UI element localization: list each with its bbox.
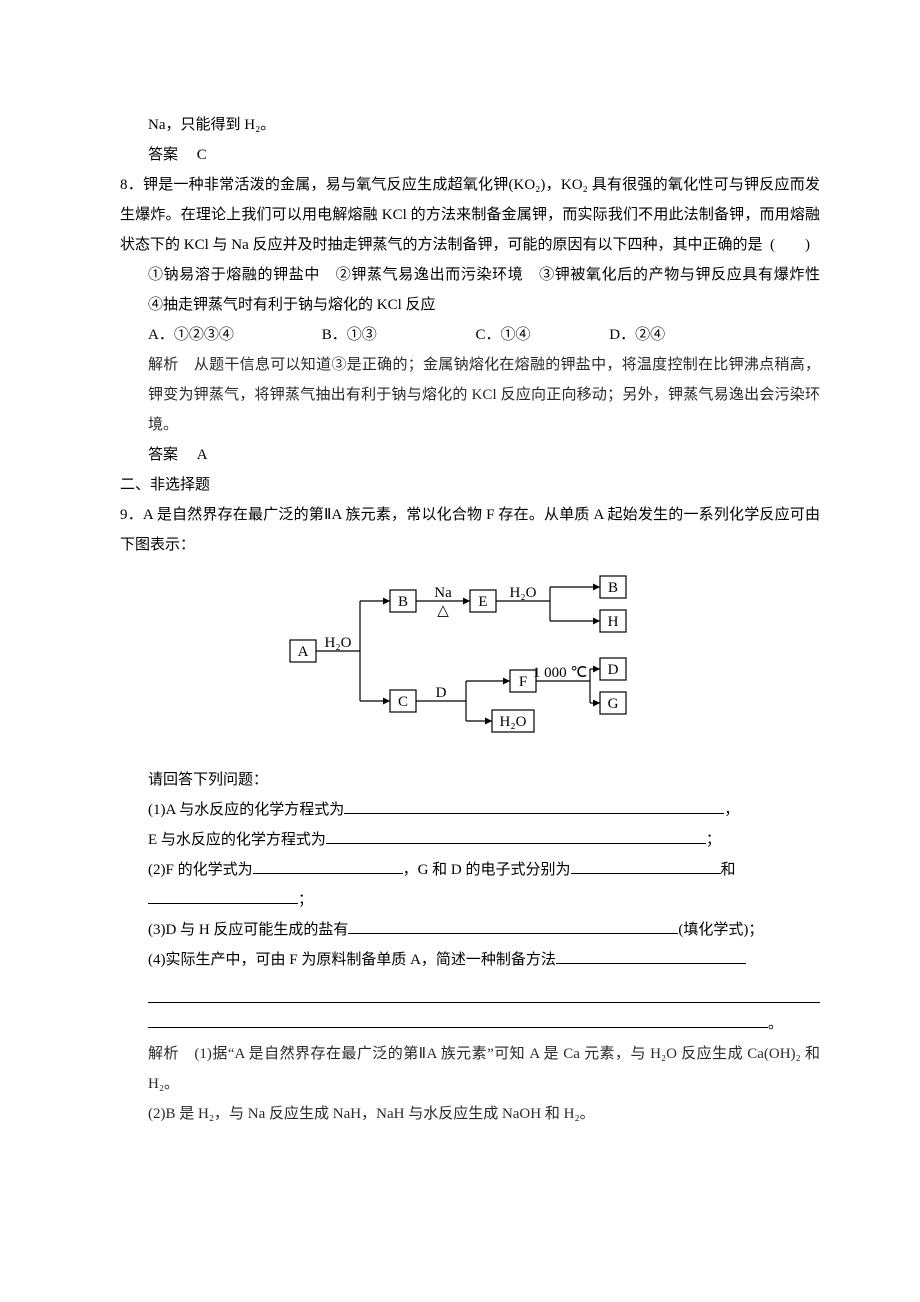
q9-p4: (4)实际生产中，可由 F 为原料制备单质 A，简述一种制备方法 [148,945,820,975]
q9-stem: A 是自然界存在最广泛的第ⅡA 族元素，常以化合物 F 存在。从单质 A 起始发… [120,507,820,553]
q9-num: 9． [120,507,143,523]
svg-text:B: B [398,594,408,610]
q9-p4a: (4)实际生产中，可由 F 为原料制备单质 A，简述一种制备方法 [148,952,556,968]
answer-label: 答案 [148,147,178,163]
expl-label: 解析 [148,1046,179,1062]
q9-p2a: (2)F 的化学式为 [148,862,253,878]
q8-opt-b: B．①③ [322,320,472,350]
svg-text:1 000 ℃: 1 000 ℃ [533,665,587,681]
q9-p1a-text: (1)A 与水反应的化学方程式为 [148,802,344,818]
q9-p1a: (1)A 与水反应的化学方程式为 ， [148,795,820,825]
q9-p2-end: ； [298,892,313,908]
svg-text:H₂O: H₂O [500,714,527,730]
blank [326,828,706,844]
q8-opt-a: A．①②③④ [148,320,318,350]
q9-p3-end: (填化学式)； [678,922,763,938]
q9-prompt: 请回答下列问题： [148,765,820,795]
frag-answer-row: 答案 C [148,140,820,170]
svg-text:F: F [519,674,527,690]
blank [348,918,678,934]
svg-text:B: B [608,580,618,596]
svg-text:C: C [398,694,408,710]
q9-p3a: (3)D 与 H 反应可能生成的盐有 [148,922,348,938]
svg-text:D: D [436,685,447,701]
svg-text:D: D [608,662,619,678]
q9-p2-line2: ； [148,885,820,915]
svg-text:A: A [298,644,309,660]
q9-expl1-text: (1)据“A 是自然界存在最广泛的第ⅡA 族元素”可知 A 是 Ca 元素，与 … [148,1046,820,1092]
q9-diagram: A B C E F H₂O B H D G H₂O Na △ H₂O D 1 000 ℃ [120,570,820,751]
q8-paren: ( ) [770,230,810,260]
blank [556,948,746,964]
q9-p3: (3)D 与 H 反应可能生成的盐有 (填化学式)； [148,915,820,945]
q9-p1a-end: ， [724,802,739,818]
svg-text:H: H [608,614,619,630]
frag-line: Na，只能得到 H₂。 [148,110,820,140]
blank [253,858,403,874]
blank [148,1012,768,1028]
q9-p2: (2)F 的化学式为 ，G 和 D 的电子式分别为 和 [148,855,820,885]
svg-text:△: △ [437,603,449,619]
q9-stem-row: 9．A 是自然界存在最广泛的第ⅡA 族元素，常以化合物 F 存在。从单质 A 起… [120,500,820,560]
expl-label: 解析 [148,357,179,373]
svg-text:E: E [478,594,487,610]
blank [148,888,298,904]
blank [571,858,721,874]
q8-expl: 解析 从题干信息可以知道③是正确的；金属钠熔化在熔融的钾盐中，将温度控制在比钾沸… [148,350,820,440]
q8-items: ①钠易溶于熔融的钾盐中 ②钾蒸气易逸出而污染环境 ③钾被氧化后的产物与钾反应具有… [148,260,820,320]
q9-p1b: E 与水反应的化学方程式为 ； [148,825,820,855]
q9-p2c: 和 [721,862,736,878]
frag-answer: C [197,147,207,163]
q8-options: A．①②③④ B．①③ C．①④ D．②④ [148,320,820,350]
q8-opt-c: C．①④ [476,320,606,350]
q8-expl-text: 从题干信息可以知道③是正确的；金属钠熔化在熔融的钾盐中，将温度控制在比钾沸点稍高… [148,357,820,433]
blank [344,798,724,814]
q8-answer: A [197,447,208,463]
answer-label: 答案 [148,447,178,463]
q9-expl1: 解析 (1)据“A 是自然界存在最广泛的第ⅡA 族元素”可知 A 是 Ca 元素… [148,1039,820,1099]
q9: 9．A 是自然界存在最广泛的第ⅡA 族元素，常以化合物 F 存在。从单质 A 起… [120,500,820,1129]
q8-num: 8． [120,177,143,193]
section2-title: 二、非选择题 [120,470,820,500]
q9-p1b-end: ； [706,832,721,848]
svg-text:H₂O: H₂O [325,635,352,651]
q8-stem: 钾是一种非常活泼的金属，易与氧气反应生成超氧化钾(KO₂)，KO₂ 具有很强的氧… [120,177,820,253]
q9-p4-end-row: 。 [148,1009,820,1039]
q8: 8．钾是一种非常活泼的金属，易与氧气反应生成超氧化钾(KO₂)，KO₂ 具有很强… [120,170,820,470]
blank-line [148,981,820,1003]
q9-p1b-text: E 与水反应的化学方程式为 [148,832,326,848]
q9-p4-end: 。 [768,1016,783,1032]
svg-text:Na: Na [434,585,452,601]
q9-p2b: ，G 和 D 的电子式分别为 [403,862,571,878]
svg-text:H₂O: H₂O [510,585,537,601]
svg-text:G: G [608,696,619,712]
q8-stem-row: 8．钾是一种非常活泼的金属，易与氧气反应生成超氧化钾(KO₂)，KO₂ 具有很强… [120,170,820,260]
q8-answer-row: 答案 A [148,440,820,470]
q9-expl2: (2)B 是 H₂，与 Na 反应生成 NaH，NaH 与水反应生成 NaOH … [148,1099,820,1129]
q8-opt-d: D．②④ [609,320,709,350]
